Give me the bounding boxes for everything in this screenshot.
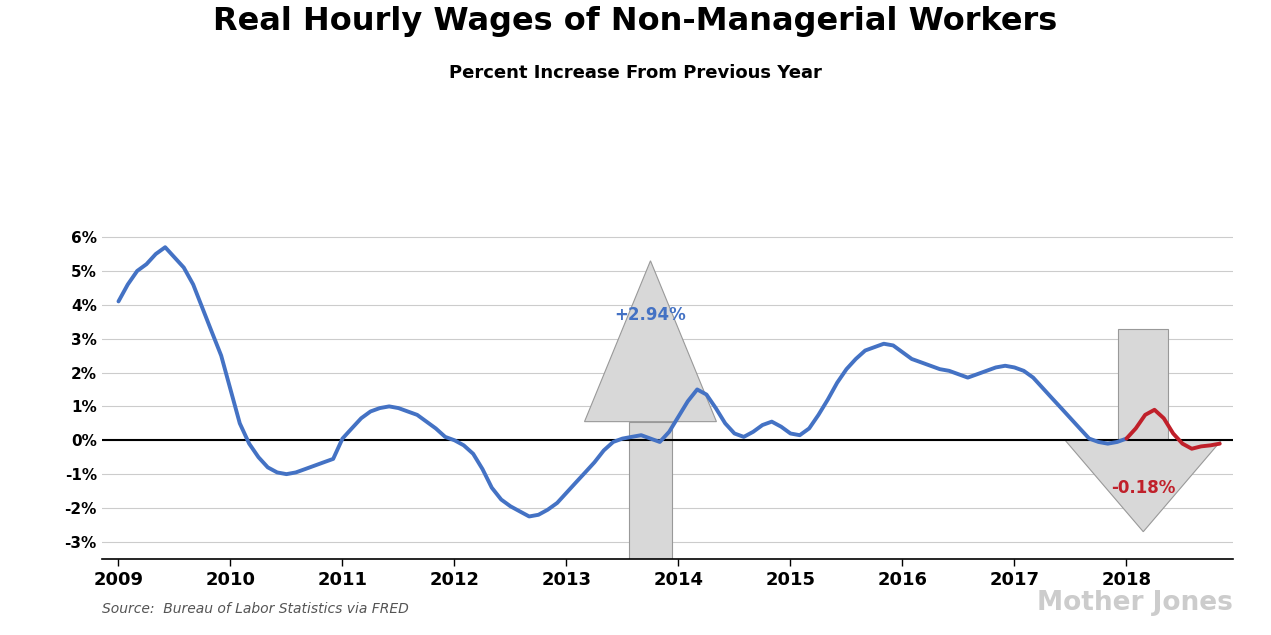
Text: +2.94%: +2.94% xyxy=(615,306,686,324)
Bar xyxy=(629,422,672,559)
Text: Real Hourly Wages of Non-Managerial Workers: Real Hourly Wages of Non-Managerial Work… xyxy=(214,6,1057,37)
Polygon shape xyxy=(585,261,717,422)
Text: Percent Increase From Previous Year: Percent Increase From Previous Year xyxy=(449,64,822,81)
Text: -0.18%: -0.18% xyxy=(1111,479,1176,497)
Text: Source:  Bureau of Labor Statistics via FRED: Source: Bureau of Labor Statistics via F… xyxy=(102,602,408,616)
Bar xyxy=(1118,328,1168,440)
Text: Mother Jones: Mother Jones xyxy=(1037,590,1233,616)
Polygon shape xyxy=(1065,440,1221,531)
